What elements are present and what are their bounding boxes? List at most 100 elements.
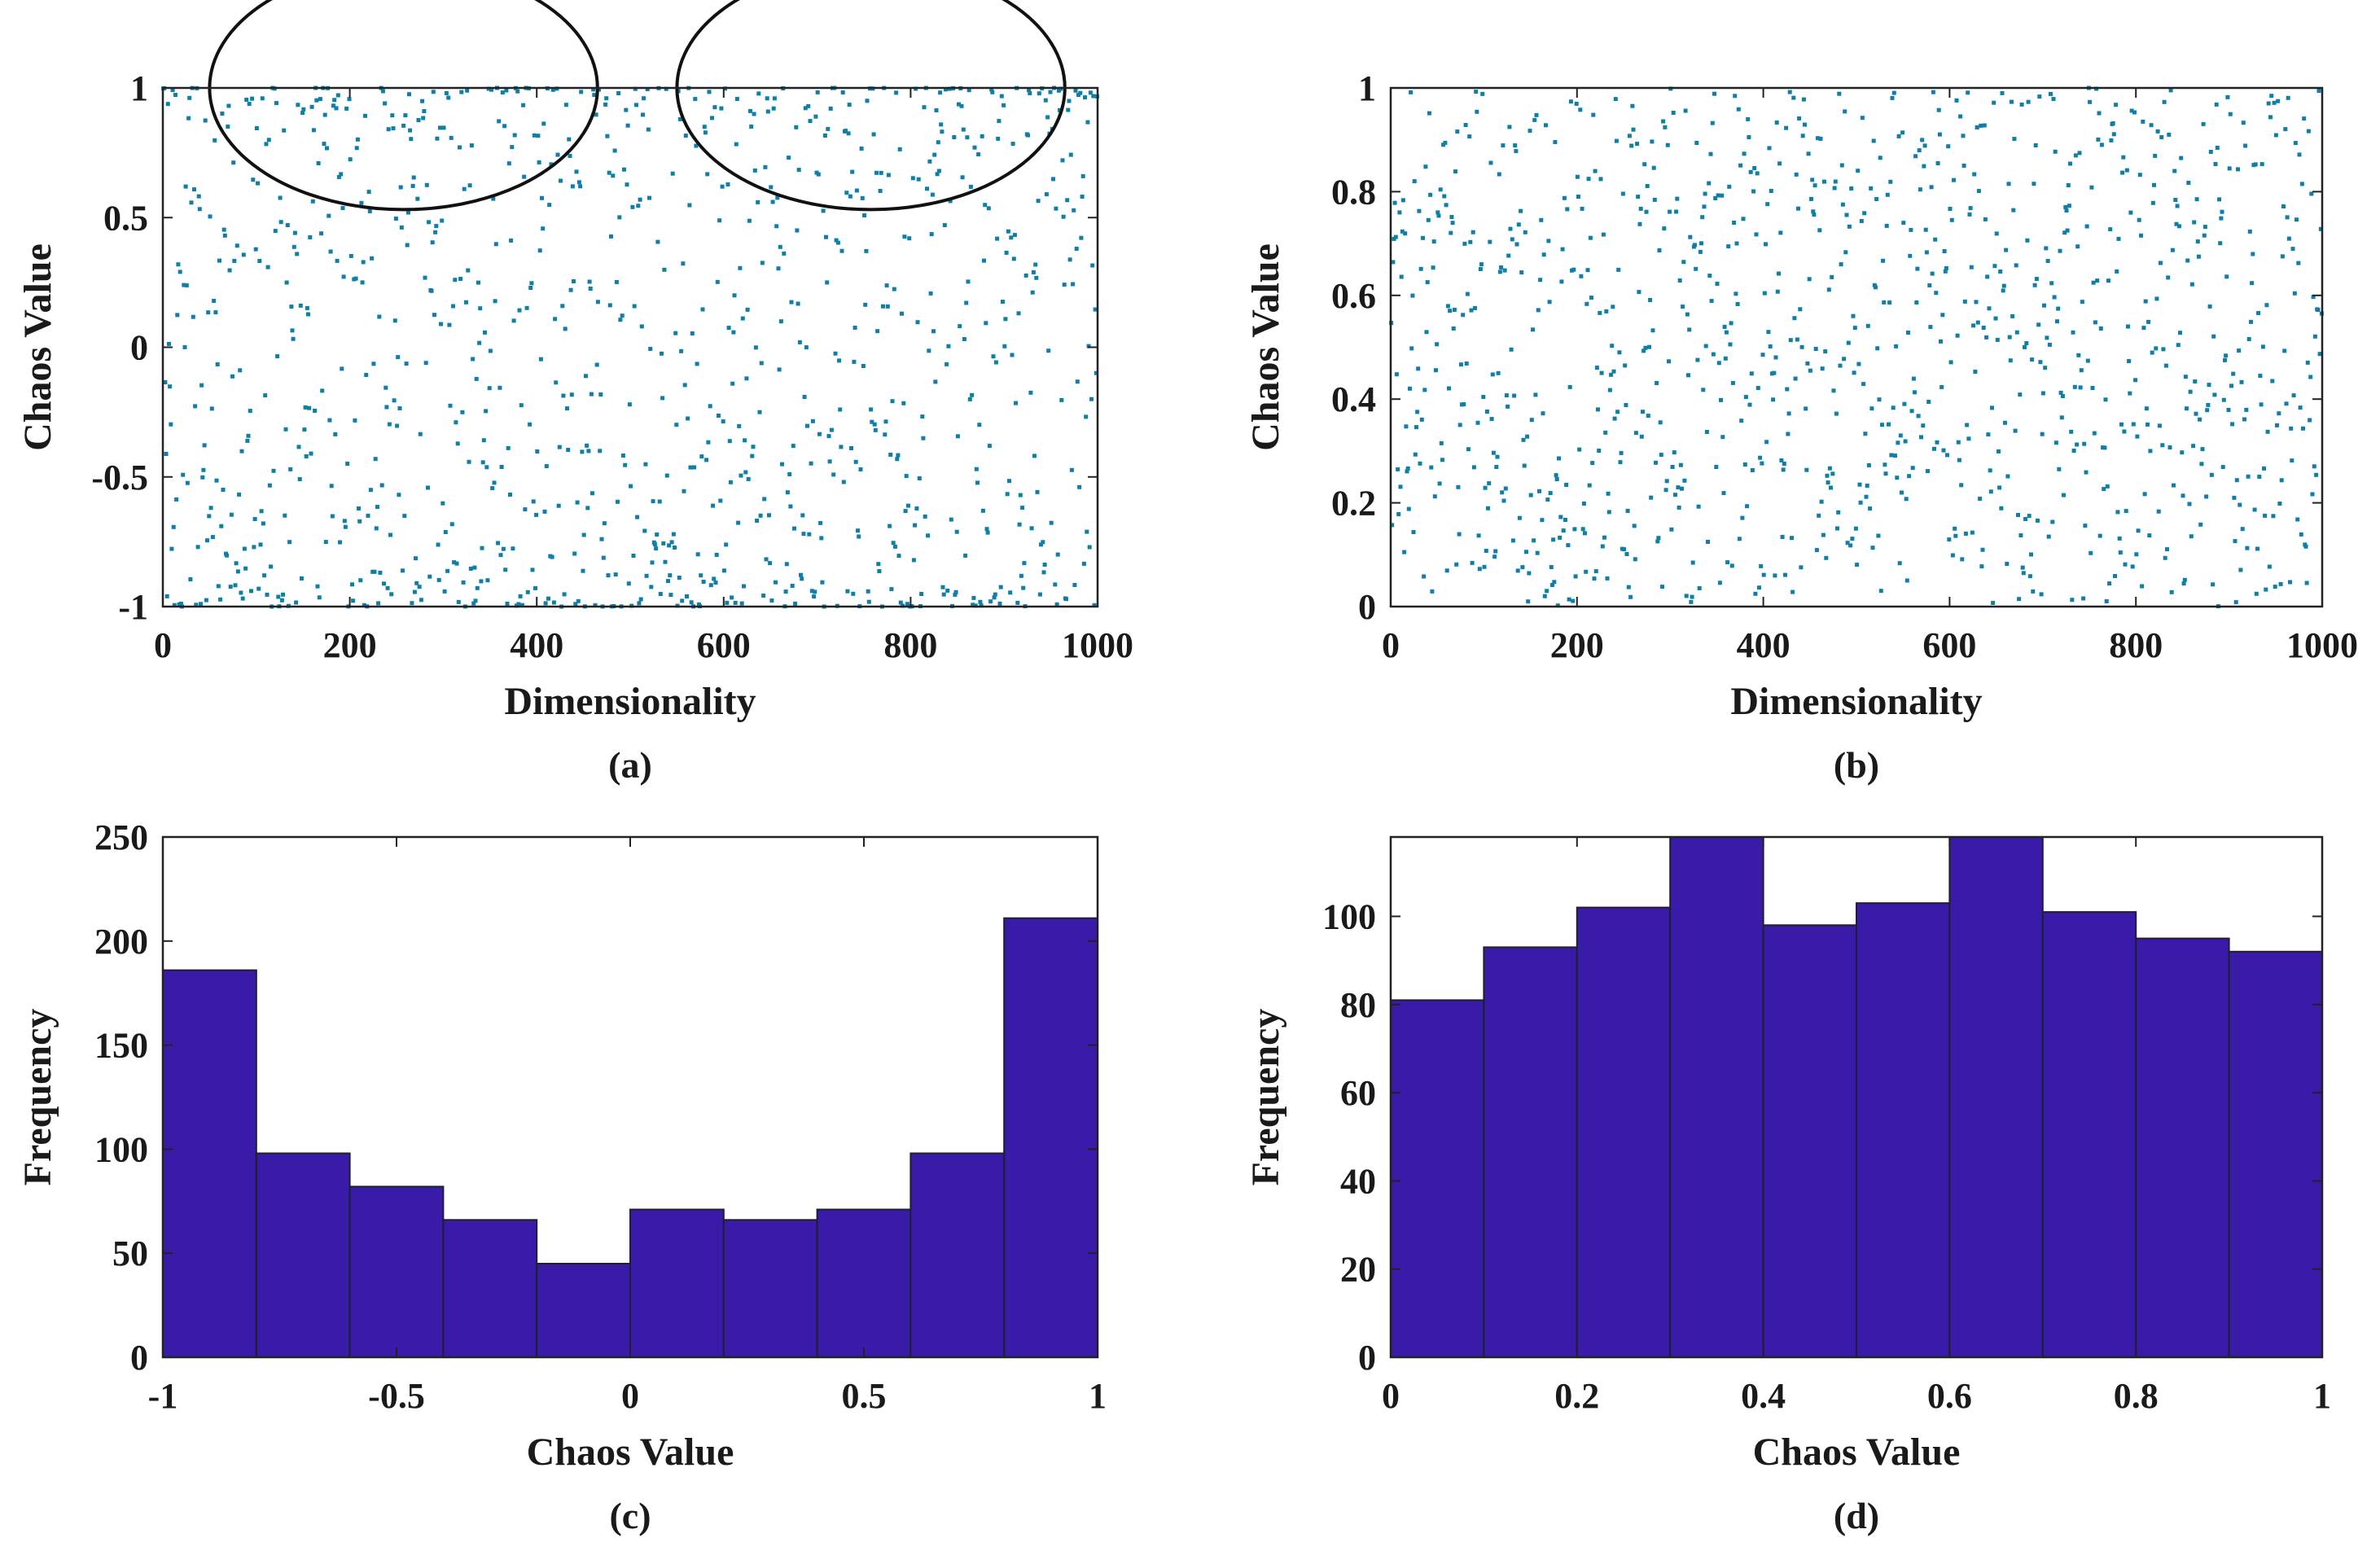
- scatter-point: [889, 587, 894, 592]
- scatter-point: [1599, 370, 1604, 375]
- scatter-point: [173, 93, 178, 97]
- scatter-point: [2213, 162, 2218, 166]
- scatter-point: [1783, 572, 1787, 577]
- scatter-point: [632, 304, 637, 309]
- scatter-point: [1497, 172, 1501, 177]
- scatter-point: [1067, 99, 1072, 103]
- scatter-point: [218, 597, 223, 602]
- scatter-point: [390, 113, 395, 118]
- scatter-point: [397, 406, 402, 410]
- scatter-point: [637, 601, 642, 606]
- scatter-point: [765, 109, 770, 114]
- scatter-point: [1527, 571, 1532, 576]
- scatter-point: [2159, 135, 2164, 139]
- scatter-point: [401, 568, 405, 573]
- scatter-point: [1540, 518, 1545, 523]
- scatter-point: [921, 436, 926, 440]
- scatter-point: [1772, 370, 1777, 375]
- scatter-point: [2064, 208, 2069, 213]
- scatter-point: [197, 207, 202, 212]
- scatter-point: [1078, 90, 1083, 95]
- scatter-point: [638, 597, 643, 602]
- scatter-point: [245, 438, 250, 443]
- scatter-point: [2202, 233, 2207, 238]
- scatter-point: [435, 136, 440, 141]
- scatter-point: [1576, 195, 1580, 199]
- scatter-point: [1580, 206, 1584, 211]
- scatter-point: [361, 260, 366, 265]
- scatter-point: [1707, 274, 1712, 278]
- scatter-point: [1923, 227, 1928, 232]
- scatter-point: [739, 601, 744, 606]
- scatter-point: [1631, 127, 1636, 132]
- histogram-bar: [629, 1208, 725, 1358]
- scatter-point: [743, 438, 747, 443]
- scatter-point: [313, 409, 318, 413]
- scatter-point: [2116, 236, 2121, 241]
- scatter-point: [662, 267, 667, 272]
- scatter-point: [1487, 481, 1492, 486]
- scatter-point: [580, 449, 585, 454]
- scatter-point: [368, 488, 373, 493]
- scatter-point: [2312, 464, 2316, 469]
- scatter-point: [1953, 533, 1958, 538]
- scatter-point: [1606, 491, 1611, 496]
- scatter-point: [191, 314, 195, 319]
- scatter-point: [737, 423, 742, 428]
- scatter-point: [1627, 134, 1632, 138]
- scatter-point: [1831, 388, 1836, 393]
- scatter-point: [2109, 138, 2114, 142]
- scatter-point: [2305, 360, 2310, 365]
- scatter-point: [1909, 409, 1914, 414]
- scatter-point: [673, 546, 677, 550]
- scatter-point: [195, 545, 200, 550]
- scatter-point: [498, 553, 503, 558]
- scatter-point: [2206, 402, 2211, 407]
- scatter-point: [1526, 599, 1531, 604]
- scatter-point: [926, 533, 931, 538]
- scatter-point: [815, 90, 820, 94]
- scatter-point: [857, 534, 861, 539]
- scatter-point: [315, 584, 320, 589]
- scatter-point: [1779, 458, 1784, 462]
- scatter-point: [205, 538, 209, 543]
- scatter-point: [393, 217, 398, 221]
- scatter-point: [1710, 121, 1715, 125]
- scatter-point: [710, 116, 714, 121]
- scatter-point: [1423, 164, 1428, 169]
- scatter-point: [1404, 424, 1409, 429]
- panel-a: 0 200 400 600 800 100010.50-0.5-1Dimensionali…: [16, 0, 1133, 786]
- scatter-point: [1563, 518, 1567, 522]
- scatter-point: [780, 462, 784, 467]
- scatter-point: [1737, 537, 1742, 541]
- scatter-point: [553, 317, 558, 322]
- scatter-point: [730, 595, 734, 600]
- scatter-point: [1747, 402, 1752, 407]
- scatter-point: [907, 236, 912, 241]
- scatter-point: [649, 585, 654, 589]
- y-axis-label: Frequency: [1244, 1009, 1287, 1186]
- scatter-point: [402, 514, 407, 519]
- axes-frame: [1389, 835, 2324, 1359]
- scatter-point: [1418, 266, 1423, 271]
- scatter-point: [1077, 484, 1082, 489]
- scatter-point: [1711, 352, 1716, 357]
- scatter-point: [183, 184, 188, 189]
- scatter-point: [2290, 247, 2295, 252]
- scatter-point: [555, 152, 560, 157]
- scatter-point: [1750, 468, 1755, 472]
- scatter-point: [670, 171, 675, 176]
- scatter-point: [1749, 371, 1754, 376]
- scatter-point: [1432, 494, 1437, 499]
- scatter-point: [1869, 406, 1874, 411]
- scatter-point: [1509, 347, 1514, 352]
- x-tick-label: 0: [621, 1376, 639, 1416]
- scatter-point: [1604, 309, 1609, 313]
- scatter-point: [878, 189, 883, 193]
- scatter-point: [1085, 529, 1089, 534]
- scatter-point: [1538, 278, 1543, 283]
- scatter-point: [1719, 397, 1723, 402]
- scatter-point: [288, 467, 293, 471]
- scatter-point: [169, 546, 174, 551]
- scatter-point: [2119, 422, 2124, 427]
